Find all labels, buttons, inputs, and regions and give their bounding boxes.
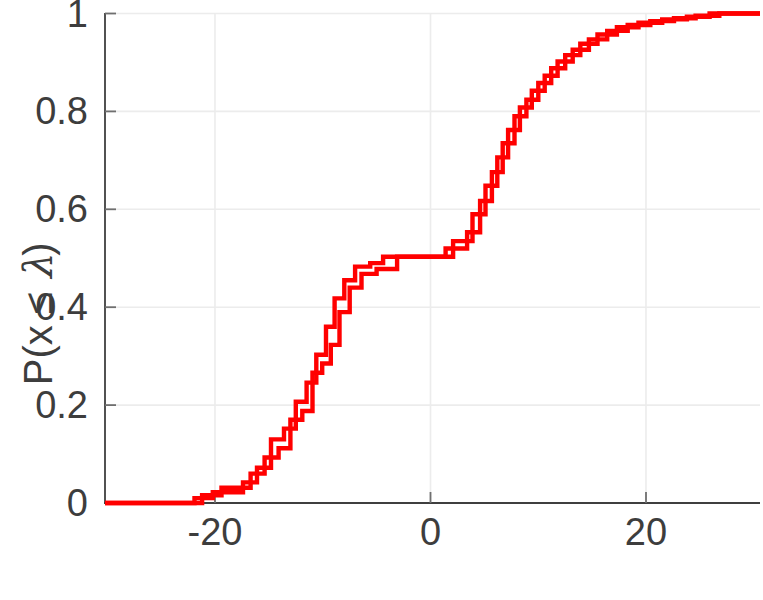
y-axis-label-close: ) xyxy=(16,242,60,255)
y-axis-label-text: P(x ≤ xyxy=(16,281,60,385)
lambda-symbol: λ xyxy=(15,256,61,281)
x-tick-label: 0 xyxy=(371,512,491,552)
cdf-step-curves xyxy=(105,14,760,504)
y-tick-label: 1 xyxy=(0,0,88,34)
ecdf-curve-2 xyxy=(105,14,760,504)
tick-marks xyxy=(105,14,646,504)
x-axis-label: Eigenvalue (λ) xyxy=(105,549,758,600)
x-tick-label: -20 xyxy=(155,512,275,552)
x-tick-label: 20 xyxy=(586,512,706,552)
y-axis-label: P(x ≤ λ) xyxy=(0,91,116,581)
ecdf-figure: 00.20.40.60.81 -20020 P(x ≤ λ) Eigenvalu… xyxy=(0,0,763,600)
